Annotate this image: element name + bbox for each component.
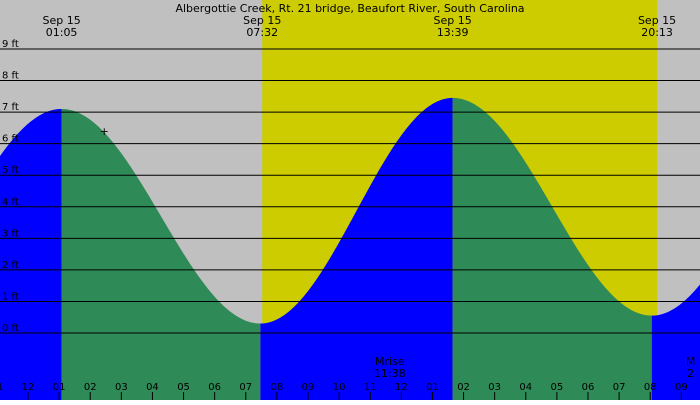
grid-layer [0, 48, 700, 400]
x-tick-label: 06 [582, 382, 595, 393]
current-level-marker: + [100, 125, 109, 138]
y-tick-label: 4 ft [2, 197, 19, 208]
falling-tide-area [61, 108, 261, 401]
moon-event-time: 11:38 [374, 367, 406, 380]
x-tick-label: 07 [239, 382, 252, 393]
x-tick-label: 05 [177, 382, 190, 393]
x-tick-label: 09 [302, 382, 315, 393]
rising-tide-area [260, 97, 453, 400]
x-tick-label: 05 [551, 382, 564, 393]
moon-event-name: M [686, 355, 696, 368]
sun-event-date: Sep 15 [638, 14, 676, 27]
x-tick-label: 08 [271, 382, 284, 393]
x-tick-label: 01 [53, 382, 66, 393]
falling-tide-area [452, 97, 652, 400]
y-tick-label: 0 ft [2, 323, 19, 334]
x-tick-label: 12 [22, 382, 35, 393]
tide-area-layer [0, 97, 700, 401]
x-tick-label: 07 [613, 382, 626, 393]
label-layer: 0 ft 1 ft 2 ft 3 ft 4 ft 5 ft 6 ft 7 ft 8 ft 9 ft… [0, 14, 695, 393]
y-tick-label: 3 ft [2, 228, 19, 239]
x-tick-label: 01 [426, 382, 439, 393]
x-tick-label: 10 [333, 382, 346, 393]
y-tick-label: 8 ft [2, 71, 19, 82]
x-tick-label: 03 [115, 382, 128, 393]
x-tick-label: 12 [395, 382, 408, 393]
x-tick-label: 11 [364, 382, 377, 393]
x-tick-label: 04 [146, 382, 159, 393]
x-tick-label: 09 [675, 382, 688, 393]
sun-event-time: 07:32 [246, 26, 278, 39]
sun-event-date: Sep 15 [243, 14, 281, 27]
y-tick-label: 5 ft [2, 165, 19, 176]
x-tick-label: 02 [457, 382, 470, 393]
moon-event-name: Mrise [375, 355, 405, 368]
chart-title: Albergottie Creek, Rt. 21 bridge, Beaufo… [175, 2, 524, 15]
tide-event-time: 13:39 [437, 26, 469, 39]
sun-event-time: 20:13 [641, 26, 673, 39]
rising-tide-area [651, 284, 700, 400]
rising-tide-area [0, 108, 62, 400]
tide-event-time: 01:05 [46, 26, 78, 39]
x-tick-label: 03 [488, 382, 501, 393]
x-tick-label: 08 [644, 382, 657, 393]
tide-event-date: Sep 15 [434, 14, 472, 27]
y-tick-label: 7 ft [2, 102, 19, 113]
x-tick-label: 11 [0, 382, 3, 393]
x-tick-label: 02 [84, 382, 97, 393]
y-tick-label: 2 ft [2, 260, 19, 271]
x-tick-label: 06 [208, 382, 221, 393]
tide-event-date: Sep 15 [42, 14, 80, 27]
y-tick-label: 9 ft [2, 39, 19, 50]
x-tick-label: 04 [519, 382, 532, 393]
y-tick-label: 1 ft [2, 291, 19, 302]
moon-event-time: 2 [687, 367, 694, 380]
y-tick-label: 6 ft [2, 134, 19, 145]
